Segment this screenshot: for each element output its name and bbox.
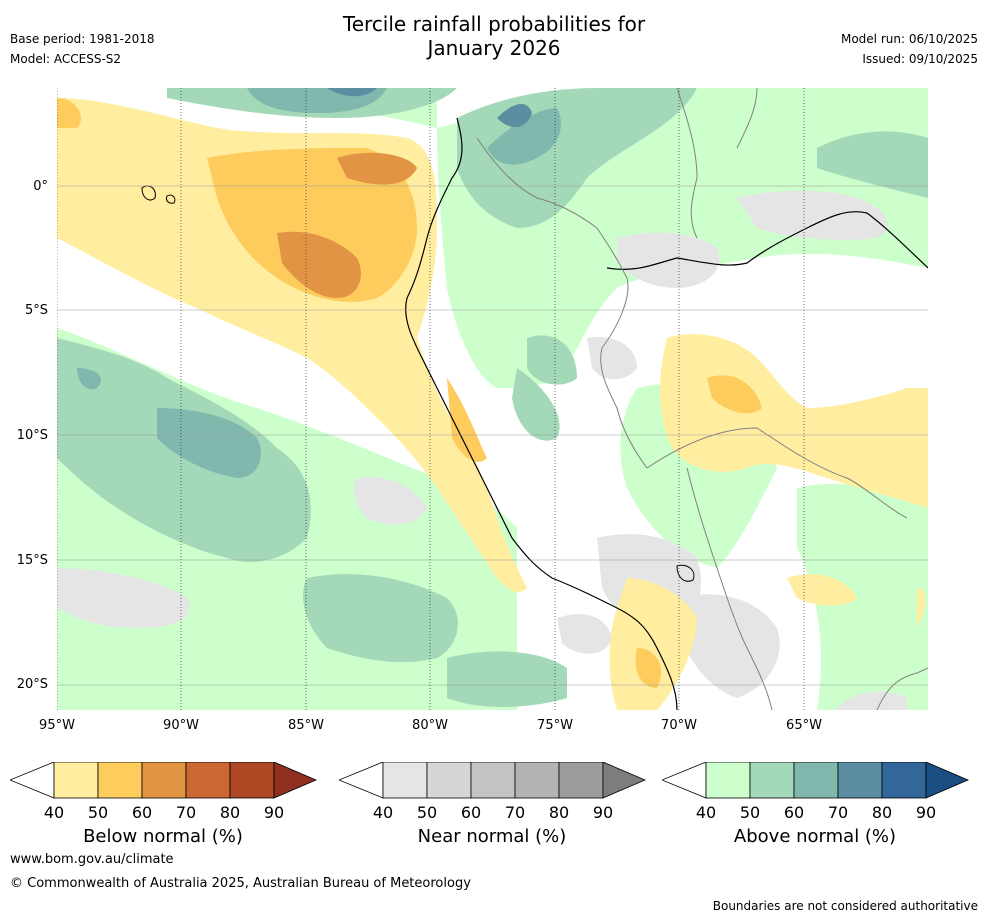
colorbar-above-swatch: [881, 761, 927, 799]
colorbar-near-tick: 90: [593, 803, 613, 822]
colorbar-above-tick: 40: [696, 803, 716, 822]
colorbar-above-tick: 90: [916, 803, 936, 822]
colorbar-below-tick: 90: [264, 803, 284, 822]
colorbar-near-swatch: [426, 761, 472, 799]
colorbar-near-tick: 40: [373, 803, 393, 822]
colorbar-near-swatch: [558, 761, 604, 799]
colorbar-above-high-extend: [925, 761, 970, 799]
colorbar-below-tick: 60: [132, 803, 152, 822]
country-border-3: [646, 427, 908, 519]
lon-label-65w: 65°W: [786, 718, 822, 733]
lon-label-80w: 80°W: [412, 718, 448, 733]
country-border-6: [876, 667, 928, 710]
colorbar-below-svg: 40 50 60 70 80 90: [8, 761, 318, 822]
country-border-1: [476, 137, 648, 469]
footer-url[interactable]: www.bom.gov.au/climate: [10, 852, 174, 867]
map-title: Tercile rainfall probabilities for Janua…: [0, 12, 988, 60]
footer-copyright: © Commonwealth of Australia 2025, Austra…: [10, 876, 471, 891]
meta-right: Model run: 06/10/2025 Issued: 09/10/2025: [841, 31, 978, 67]
colorbar-below-swatch: [141, 761, 187, 799]
amazon-river: [606, 211, 928, 270]
colorbar-below-title: Below normal (%): [83, 826, 243, 847]
lat-label-15s: 15°S: [16, 553, 48, 568]
colorbar-below-swatch: [229, 761, 275, 799]
colorbar-below-low-extend: [8, 761, 55, 799]
lat-label-20s: 20°S: [16, 677, 48, 692]
lon-label-70w: 70°W: [661, 718, 697, 733]
graticule: [57, 185, 928, 686]
below-normal-50-60: [57, 98, 762, 688]
near-normal-40-50: [57, 118, 907, 710]
colorbar-above-low-extend: [660, 761, 707, 799]
colorbar-below-swatch: [53, 761, 99, 799]
lat-label-5s: 5°S: [24, 303, 48, 318]
colorbar-above-swatch: [749, 761, 795, 799]
below-normal-60-70: [277, 152, 417, 298]
map-canvas: [57, 88, 928, 710]
probability-map: [57, 88, 928, 710]
colorbar-near-normal: 40 50 60 70 80 90: [337, 761, 649, 830]
colorbar-near-tick: 60: [461, 803, 481, 822]
meta-left: Base period: 1981-2018 Model: ACCESS-S2: [10, 31, 155, 67]
country-border-4: [686, 467, 773, 710]
title-line-2: January 2026: [427, 36, 561, 60]
colorbar-below-tick: 40: [44, 803, 64, 822]
lat-label-0: 0°: [33, 179, 48, 194]
colorbar-below-swatch: [185, 761, 231, 799]
colorbar-above-tick: 50: [740, 803, 760, 822]
colorbar-above-normal: 40 50 60 70 80 90: [660, 761, 972, 830]
colorbar-near-low-extend: [337, 761, 384, 799]
country-border-2: [676, 88, 698, 239]
colorbar-near-svg: 40 50 60 70 80 90: [337, 761, 647, 822]
base-period: Base period: 1981-2018: [10, 32, 155, 46]
colorbar-above-tick: 80: [872, 803, 892, 822]
model-run: Model run: 06/10/2025: [840, 32, 978, 46]
colorbar-near-swatch: [382, 761, 428, 799]
colorbar-near-tick: 50: [417, 803, 437, 822]
colorbar-below-tick: 80: [220, 803, 240, 822]
issued-date: Issued: 09/10/2025: [862, 52, 978, 66]
colorbar-above-tick: 70: [828, 803, 848, 822]
geography-lines: [141, 88, 928, 710]
colorbar-near-swatch: [470, 761, 516, 799]
colorbar-below-tick: 70: [176, 803, 196, 822]
colorbar-above-svg: 40 50 60 70 80 90: [660, 761, 970, 822]
coastline: [405, 117, 678, 710]
colorbar-below-normal: 40 50 60 70 80 90: [8, 761, 320, 830]
colorbar-below-tick: 50: [88, 803, 108, 822]
title-line-1: Tercile rainfall probabilities for: [342, 12, 646, 36]
colorbar-above-swatch: [793, 761, 839, 799]
lat-label-10s: 10°S: [16, 428, 48, 443]
colorbar-above-swatch: [705, 761, 751, 799]
lon-label-90w: 90°W: [163, 718, 199, 733]
above-normal-70-80: [327, 88, 532, 128]
colorbar-below-high-extend: [273, 761, 318, 799]
colorbar-below-swatch: [97, 761, 143, 799]
colorbar-near-swatch: [514, 761, 560, 799]
lon-label-95w: 95°W: [39, 718, 75, 733]
colorbar-near-title: Near normal (%): [417, 826, 567, 847]
colorbar-above-tick: 60: [784, 803, 804, 822]
colorbar-near-high-extend: [602, 761, 647, 799]
lon-label-85w: 85°W: [288, 718, 324, 733]
colorbar-near-tick: 70: [505, 803, 525, 822]
model-name: Model: ACCESS-S2: [10, 52, 122, 66]
lon-label-75w: 75°W: [537, 718, 573, 733]
colorbar-above-swatch: [837, 761, 883, 799]
colorbar-near-tick: 80: [549, 803, 569, 822]
colorbar-above-title: Above normal (%): [733, 826, 897, 847]
footer-disclaimer: Boundaries are not considered authoritat…: [712, 899, 978, 913]
country-border-5: [736, 88, 758, 149]
